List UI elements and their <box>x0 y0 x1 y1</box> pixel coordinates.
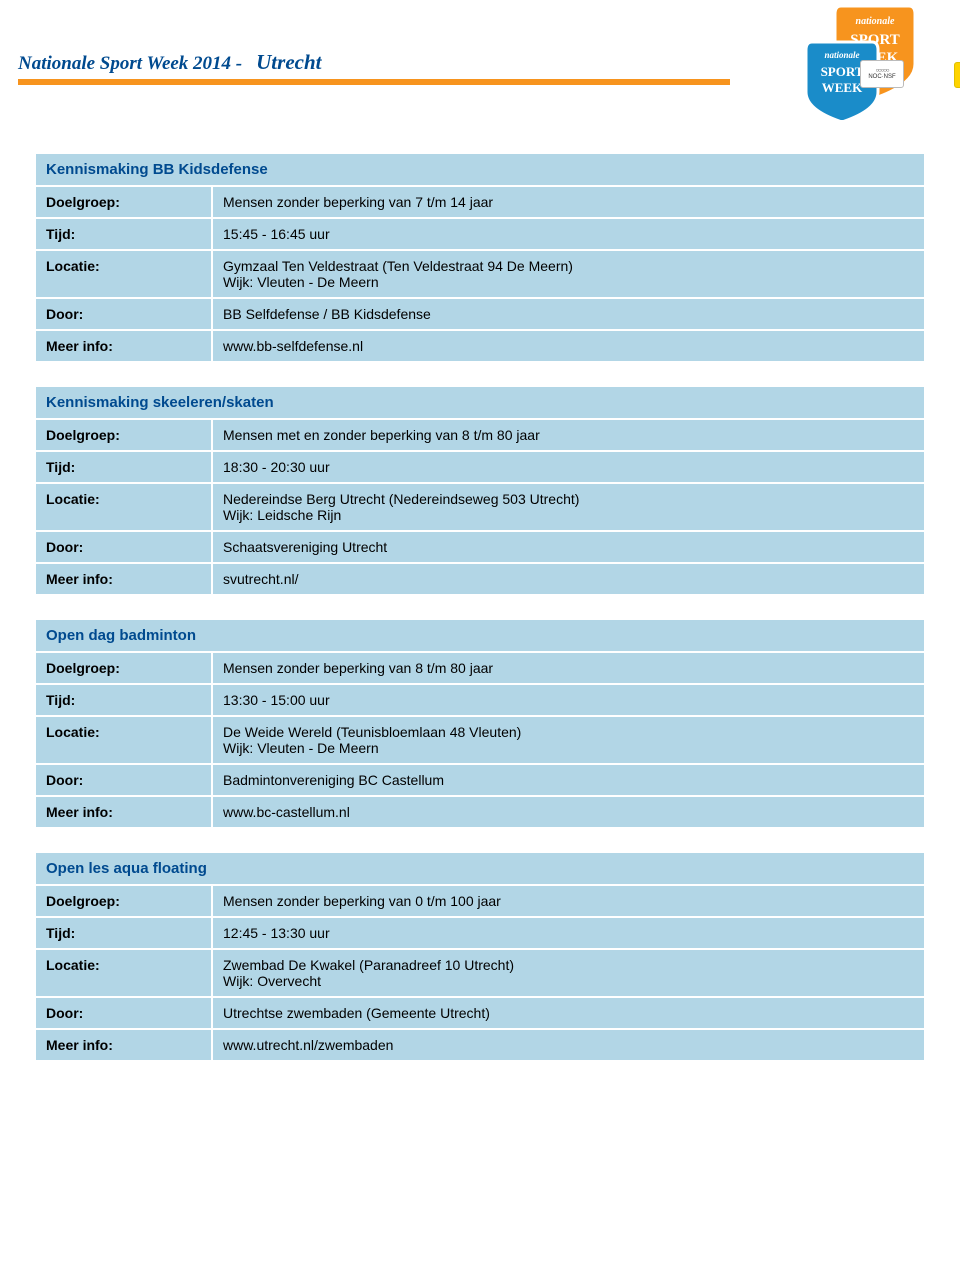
event-title: Kennismaking BB Kidsdefense <box>36 154 924 185</box>
table-row: Tijd:15:45 - 16:45 uur <box>36 219 924 249</box>
event-meerinfo: www.utrecht.nl/zwembaden <box>213 1030 924 1060</box>
label-cell: Tijd: <box>36 685 211 715</box>
label-cell: Doelgroep: <box>36 187 211 217</box>
page-header: Nationale Sport Week 2014 - Utrecht nati… <box>0 0 960 130</box>
event-locatie: Zwembad De Kwakel (Paranadreef 10 Utrech… <box>213 950 924 996</box>
content-area: Kennismaking BB KidsdefenseDoelgroep:Men… <box>0 152 960 1102</box>
event-doelgroep: Mensen zonder beperking van 0 t/m 100 ja… <box>213 886 924 916</box>
label-cell: Door: <box>36 299 211 329</box>
label-cell: Locatie: <box>36 950 211 996</box>
table-row: Doelgroep:Mensen zonder beperking van 8 … <box>36 653 924 683</box>
table-row: Tijd:13:30 - 15:00 uur <box>36 685 924 715</box>
label-cell: Locatie: <box>36 717 211 763</box>
event-tijd: 13:30 - 15:00 uur <box>213 685 924 715</box>
label-cell: Doelgroep: <box>36 653 211 683</box>
event-table: Open les aqua floatingDoelgroep:Mensen z… <box>34 851 926 1062</box>
event-title: Open les aqua floating <box>36 853 924 884</box>
table-row: Locatie:De Weide Wereld (Teunisbloemlaan… <box>36 717 924 763</box>
event-table: Open dag badmintonDoelgroep:Mensen zonde… <box>34 618 926 829</box>
event-door: Utrechtse zwembaden (Gemeente Utrecht) <box>213 998 924 1028</box>
label-cell: Door: <box>36 765 211 795</box>
event-doelgroep: Mensen zonder beperking van 8 t/m 80 jaa… <box>213 653 924 683</box>
table-row: Doelgroep:Mensen zonder beperking van 0 … <box>36 886 924 916</box>
table-row: Tijd:12:45 - 13:30 uur <box>36 918 924 948</box>
noc-nsf-badge: ○○○○○ NOC·NSF <box>860 60 904 88</box>
label-cell: Door: <box>36 998 211 1028</box>
table-row: Open dag badminton <box>36 620 924 651</box>
event-locatie: Nedereindse Berg Utrecht (Nedereindseweg… <box>213 484 924 530</box>
table-row: Meer info:svutrecht.nl/ <box>36 564 924 594</box>
event-meerinfo: svutrecht.nl/ <box>213 564 924 594</box>
table-row: Door:BB Selfdefense / BB Kidsdefense <box>36 299 924 329</box>
event-meerinfo: www.bb-selfdefense.nl <box>213 331 924 361</box>
event-locatie: Gymzaal Ten Veldestraat (Ten Veldestraat… <box>213 251 924 297</box>
event-doelgroep: Mensen met en zonder beperking van 8 t/m… <box>213 420 924 450</box>
label-cell: Tijd: <box>36 219 211 249</box>
header-rule <box>18 79 730 85</box>
label-cell: Locatie: <box>36 251 211 297</box>
table-row: Door:Utrechtse zwembaden (Gemeente Utrec… <box>36 998 924 1028</box>
event-title: Open dag badminton <box>36 620 924 651</box>
header-location: Utrecht <box>256 50 321 75</box>
label-cell: Doelgroep: <box>36 886 211 916</box>
svg-text:nationale: nationale <box>856 16 895 27</box>
event-door: BB Selfdefense / BB Kidsdefense <box>213 299 924 329</box>
table-row: Tijd:18:30 - 20:30 uur <box>36 452 924 482</box>
event-doelgroep: Mensen zonder beperking van 7 t/m 14 jaa… <box>213 187 924 217</box>
event-locatie: De Weide Wereld (Teunisbloemlaan 48 Vleu… <box>213 717 924 763</box>
svg-text:nationale: nationale <box>824 50 859 60</box>
table-row: Locatie:Gymzaal Ten Veldestraat (Ten Vel… <box>36 251 924 297</box>
event-title: Kennismaking skeeleren/skaten <box>36 387 924 418</box>
event-tijd: 12:45 - 13:30 uur <box>213 918 924 948</box>
table-row: Open les aqua floating <box>36 853 924 884</box>
header-title: Nationale Sport Week 2014 - <box>18 53 242 75</box>
label-cell: Meer info: <box>36 564 211 594</box>
svg-text:WEEK: WEEK <box>822 80 863 95</box>
label-cell: Tijd: <box>36 452 211 482</box>
table-row: Locatie:Zwembad De Kwakel (Paranadreef 1… <box>36 950 924 996</box>
event-door: Schaatsvereniging Utrecht <box>213 532 924 562</box>
label-cell: Meer info: <box>36 1030 211 1060</box>
table-row: Doelgroep:Mensen zonder beperking van 7 … <box>36 187 924 217</box>
svg-text:SPORT: SPORT <box>821 64 864 79</box>
table-row: Meer info:www.bc-castellum.nl <box>36 797 924 827</box>
event-meerinfo: www.bc-castellum.nl <box>213 797 924 827</box>
label-cell: Locatie: <box>36 484 211 530</box>
table-row: Doelgroep:Mensen met en zonder beperking… <box>36 420 924 450</box>
lotto-badge: Lotto. <box>954 62 960 88</box>
event-table: Kennismaking skeeleren/skatenDoelgroep:M… <box>34 385 926 596</box>
header-logos: nationale SPORT WEEK nationale SPORT WEE… <box>730 0 950 130</box>
table-row: Meer info:www.bb-selfdefense.nl <box>36 331 924 361</box>
table-row: Door:Badmintonvereniging BC Castellum <box>36 765 924 795</box>
label-cell: Meer info: <box>36 331 211 361</box>
event-tijd: 18:30 - 20:30 uur <box>213 452 924 482</box>
label-cell: Door: <box>36 532 211 562</box>
table-row: Locatie:Nedereindse Berg Utrecht (Nedere… <box>36 484 924 530</box>
event-table: Kennismaking BB KidsdefenseDoelgroep:Men… <box>34 152 926 363</box>
sportweek-logo: nationale SPORT WEEK nationale SPORT WEE… <box>800 0 950 120</box>
label-cell: Tijd: <box>36 918 211 948</box>
table-row: Kennismaking skeeleren/skaten <box>36 387 924 418</box>
event-door: Badmintonvereniging BC Castellum <box>213 765 924 795</box>
label-cell: Meer info: <box>36 797 211 827</box>
label-cell: Doelgroep: <box>36 420 211 450</box>
event-tijd: 15:45 - 16:45 uur <box>213 219 924 249</box>
table-row: Door:Schaatsvereniging Utrecht <box>36 532 924 562</box>
table-row: Kennismaking BB Kidsdefense <box>36 154 924 185</box>
table-row: Meer info:www.utrecht.nl/zwembaden <box>36 1030 924 1060</box>
